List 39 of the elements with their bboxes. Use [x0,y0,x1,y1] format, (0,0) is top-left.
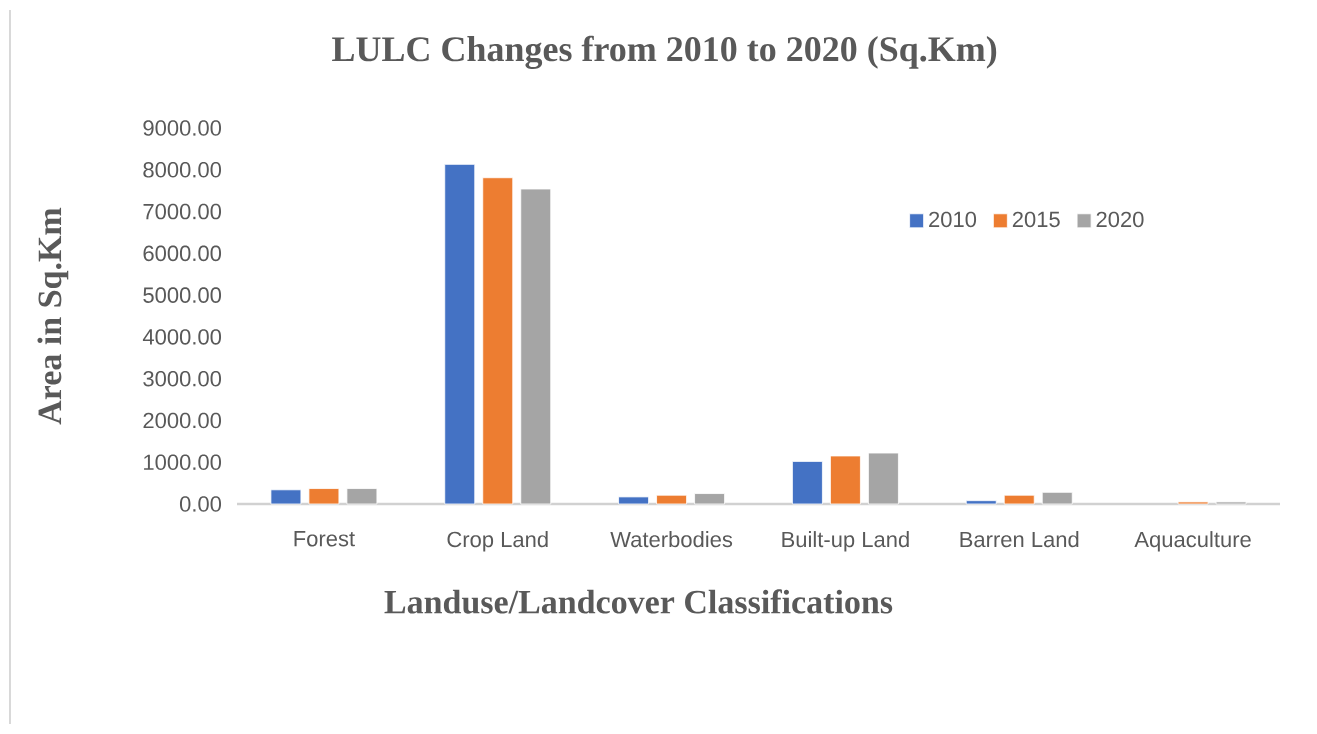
y-tick-label: 8000.00 [143,162,222,178]
bar [308,488,340,505]
chart-title: LULC Changes from 2010 to 2020 (Sq.Km) [332,35,997,69]
bar [830,455,861,505]
y-tick-label: 6000.00 [143,245,222,262]
y-axis-title: Area in Sq.Km [37,207,69,425]
bar [868,452,899,505]
bar [792,460,823,505]
y-tick-label: 2000.00 [143,412,222,429]
x-tick-label: Forest [294,531,355,547]
bar [482,177,514,505]
bar [965,500,997,505]
y-tick-label: 4000.00 [142,329,222,345]
bar [1041,491,1073,505]
y-tick-label: 3000.00 [143,370,222,387]
legend-label: 2020 [1096,211,1144,228]
x-axis-title: Landuse/Landcover Classifications [384,589,893,614]
x-tick-label: Waterbodies [610,531,733,548]
legend-label: 2010 [929,211,977,228]
bar [618,496,649,505]
bar [444,163,476,505]
y-tick-label: 9000.00 [143,120,222,136]
bar [694,493,725,505]
x-tick-label: Aquaculture [1134,531,1251,552]
y-tick-label: 7000.00 [143,203,222,220]
legend-label: 2015 [1012,211,1060,228]
bar [656,494,687,505]
bar [1177,501,1209,505]
x-tick-label: Crop Land [447,531,548,552]
y-tick-label: 0.00 [179,496,222,512]
bar [1215,501,1247,505]
x-tick-label: Built-up Land [782,531,909,552]
y-tick-label: 5000.00 [143,287,222,303]
bar [270,489,302,505]
y-tick-label: 1000.00 [144,454,222,471]
bar [520,188,552,505]
bar [346,488,378,505]
bar [1003,494,1035,505]
x-tick-label: Barren Land [960,531,1079,548]
